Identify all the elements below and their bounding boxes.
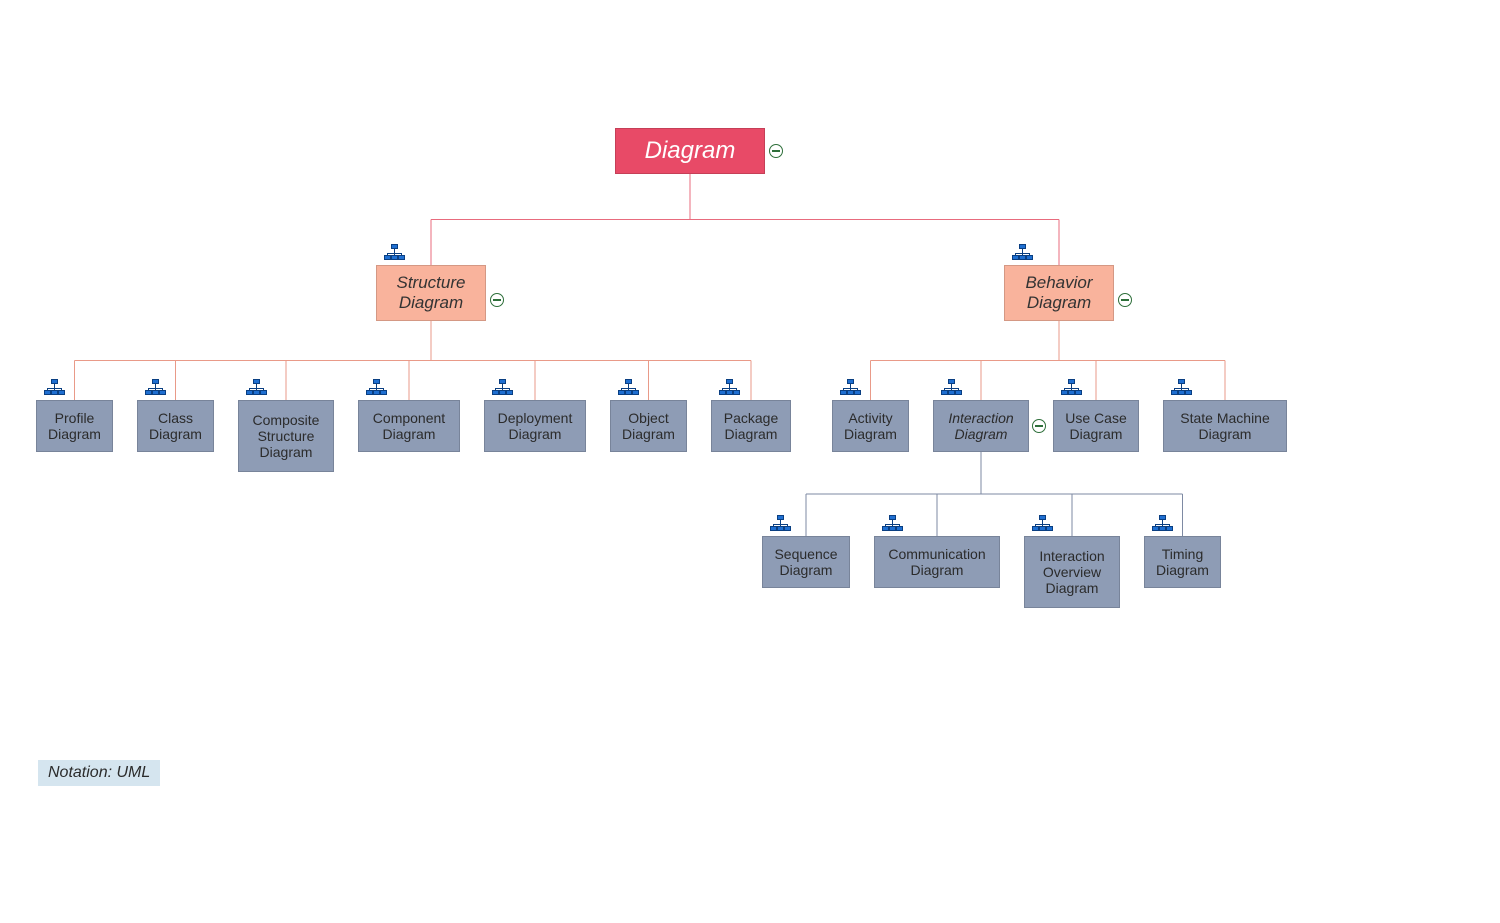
collapse-icon[interactable] <box>490 293 504 307</box>
collapse-icon[interactable] <box>769 144 783 158</box>
notation-badge: Notation: UML <box>38 760 160 786</box>
node-label: Timing Diagram <box>1156 546 1209 578</box>
node-structure-diagram[interactable]: Structure Diagram <box>376 265 486 321</box>
node-label: Behavior Diagram <box>1025 273 1092 312</box>
node-label: State Machine Diagram <box>1180 410 1270 442</box>
hierarchy-icon <box>44 379 66 397</box>
node-deployment-diagram[interactable]: Deployment Diagram <box>484 400 586 452</box>
node-label: Deployment Diagram <box>498 410 573 442</box>
node-label: Communication Diagram <box>888 546 985 578</box>
hierarchy-icon <box>618 379 640 397</box>
hierarchy-icon <box>1061 379 1083 397</box>
node-label: Object Diagram <box>622 410 675 442</box>
node-label: Composite Structure Diagram <box>253 412 320 460</box>
node-label: Profile Diagram <box>48 410 101 442</box>
node-label: Use Case Diagram <box>1065 410 1126 442</box>
hierarchy-icon <box>941 379 963 397</box>
hierarchy-icon <box>770 515 792 533</box>
node-object-diagram[interactable]: Object Diagram <box>610 400 687 452</box>
hierarchy-icon <box>492 379 514 397</box>
node-package-diagram[interactable]: Package Diagram <box>711 400 791 452</box>
hierarchy-icon <box>1032 515 1054 533</box>
node-label: Diagram <box>645 137 736 165</box>
node-state-machine-diagram[interactable]: State Machine Diagram <box>1163 400 1287 452</box>
node-profile-diagram[interactable]: Profile Diagram <box>36 400 113 452</box>
node-behavior-diagram[interactable]: Behavior Diagram <box>1004 265 1114 321</box>
node-label: Component Diagram <box>373 410 445 442</box>
hierarchy-icon <box>719 379 741 397</box>
hierarchy-icon <box>145 379 167 397</box>
node-label: Interaction Overview Diagram <box>1039 548 1104 596</box>
node-interaction-overview-diagram[interactable]: Interaction Overview Diagram <box>1024 536 1120 608</box>
node-use-case-diagram[interactable]: Use Case Diagram <box>1053 400 1139 452</box>
node-component-diagram[interactable]: Component Diagram <box>358 400 460 452</box>
node-timing-diagram[interactable]: Timing Diagram <box>1144 536 1221 588</box>
hierarchy-icon <box>1171 379 1193 397</box>
hierarchy-icon <box>882 515 904 533</box>
collapse-icon[interactable] <box>1118 293 1132 307</box>
node-label: Class Diagram <box>149 410 202 442</box>
node-composite-structure-diagram[interactable]: Composite Structure Diagram <box>238 400 334 472</box>
collapse-icon[interactable] <box>1032 419 1046 433</box>
node-label: Package Diagram <box>724 410 778 442</box>
hierarchy-icon <box>1152 515 1174 533</box>
diagram-canvas: { "diagram": { "type": "tree", "backgrou… <box>0 0 1500 923</box>
node-interaction-diagram[interactable]: Interaction Diagram <box>933 400 1029 452</box>
node-label: Activity Diagram <box>844 410 897 442</box>
hierarchy-icon <box>840 379 862 397</box>
hierarchy-icon <box>366 379 388 397</box>
node-sequence-diagram[interactable]: Sequence Diagram <box>762 536 850 588</box>
hierarchy-icon <box>246 379 268 397</box>
node-label: Structure Diagram <box>397 273 466 312</box>
node-activity-diagram[interactable]: Activity Diagram <box>832 400 909 452</box>
node-label: Interaction Diagram <box>948 410 1013 442</box>
hierarchy-icon <box>384 244 406 262</box>
node-diagram-root[interactable]: Diagram <box>615 128 765 174</box>
node-label: Sequence Diagram <box>774 546 837 578</box>
hierarchy-icon <box>1012 244 1034 262</box>
node-class-diagram[interactable]: Class Diagram <box>137 400 214 452</box>
node-communication-diagram[interactable]: Communication Diagram <box>874 536 1000 588</box>
notation-label: Notation: UML <box>48 764 150 781</box>
